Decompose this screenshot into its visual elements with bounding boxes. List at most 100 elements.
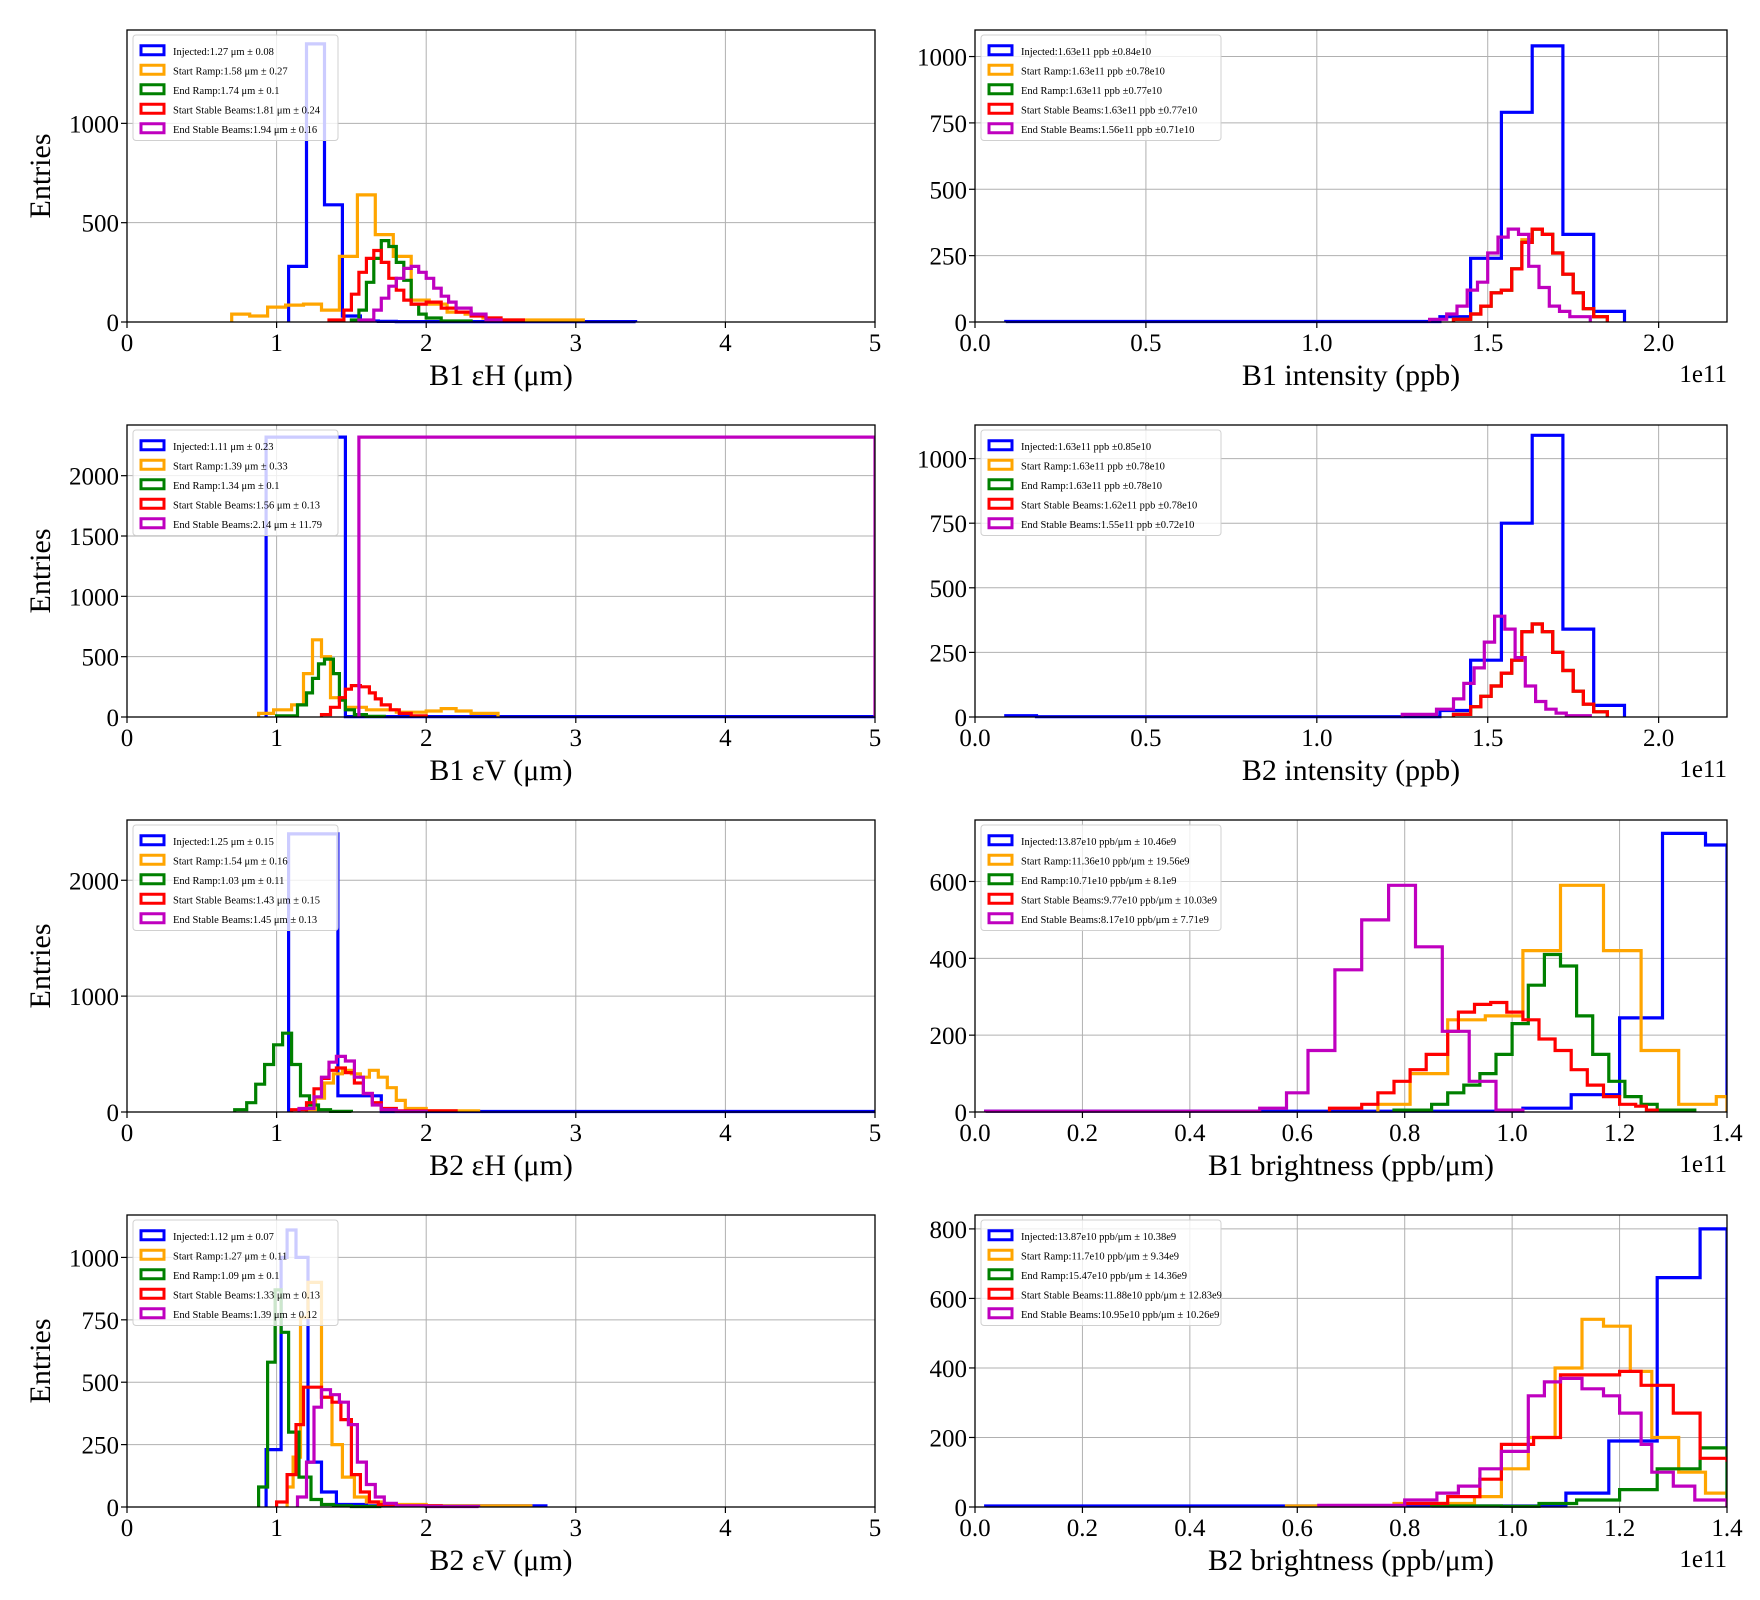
legend-entry: End Stable Beams:1.56e11 ppb ±0.71e10 [1021,125,1194,136]
legend-frame [980,824,1222,931]
legend-swatch [987,44,1014,57]
histogram-end-stable-beams [357,435,875,717]
x-tick-label: 0.5 [1130,725,1161,752]
y-tick-label: 400 [930,946,968,973]
x-axis-label: B1 brightness (ppb/μm) [1208,1149,1494,1182]
x-tick-label: 1 [270,1120,283,1147]
legend-swatch [987,1287,1014,1300]
legend-entry: End Stable Beams:1.45 μm ± 0.13 [173,915,317,926]
y-tick-label: 1000 [69,1245,119,1272]
legend-entry: End Ramp:1.03 μm ± 0.11 [173,876,284,887]
legend-swatch [987,83,1014,96]
y-tick-label: 500 [82,645,120,672]
y-tick-label: 600 [930,1286,968,1313]
legend-swatch [139,439,166,452]
legend-swatch [139,122,166,135]
histogram-end-stable-beams [984,883,1525,1113]
x-tick-label: 2 [420,1120,433,1147]
y-tick-label: 750 [930,111,968,138]
x-tick-label: 0 [121,1120,134,1147]
histogram-panel-3: 0 1 2 3 4 5 0 500 1000 1500 2000 B1 εV (μm) Entries I… [0,395,881,795]
legend-swatch [139,102,166,115]
legend-entry: End Stable Beams:1.39 μm ± 0.12 [173,1310,317,1321]
x-offset-text: 1e11 [1679,1151,1727,1178]
y-tick-label: 500 [930,576,968,603]
histogram-panel-2: 0.0 0.5 1.0 1.5 2.0 0 250 500 750 1000 B1 intensit… [880,0,1760,400]
y-tick-label: 800 [930,1217,968,1244]
histogram-start-stable-beams [1327,1000,1659,1112]
x-tick-label: 2 [420,725,433,752]
x-tick-label: 0.4 [1174,1120,1206,1147]
legend-swatch [139,912,166,925]
histogram-panel-7: 0 1 2 3 4 5 0 250 500 750 1000 B2 εV (μm) Entries Inj… [0,1185,881,1585]
x-tick-label: 0.0 [959,725,990,752]
x-tick-label: 3 [570,1120,583,1147]
x-offset-text: 1e11 [1679,361,1727,388]
legend-entry: Start Stable Beams:1.43 μm ± 0.15 [173,895,320,906]
legend-swatch [139,1268,166,1281]
x-axis-label: B1 intensity (ppb) [1242,359,1460,392]
x-tick-label: 0 [121,1515,134,1542]
histogram-end-ramp [1392,952,1697,1112]
legend-frame [980,1219,1222,1326]
x-tick-label: 4 [719,1515,732,1542]
x-tick-label: 0.8 [1389,1120,1420,1147]
y-tick-label: 600 [930,869,968,896]
legend-entry: Injected:1.63e11 ppb ±0.85e10 [1021,442,1151,453]
x-tick-label: 1 [270,1515,283,1542]
axes-frame [974,1214,1728,1508]
y-tick-label: 500 [82,1370,120,1397]
y-tick-label: 1000 [917,447,967,474]
legend: Injected:1.27 μm ± 0.08 Start Ramp:1.58 μ… [132,34,339,141]
histogram-start-stable-beams [1451,227,1609,322]
histogram-start-stable-beams [327,248,525,322]
legend: Injected:13.87e10 ppb/μm ± 10.46e9 Start … [980,824,1222,931]
series-group [984,1227,1727,1508]
legend-swatch [987,1229,1014,1242]
x-tick-label: 0.8 [1389,1515,1420,1542]
legend-entry: End Ramp:1.63e11 ppb ±0.78e10 [1021,481,1162,492]
y-axis-label: Entries [24,1319,57,1404]
y-axis-label: Entries [24,134,57,219]
legend-swatch [987,853,1014,866]
x-tick-label: 1.4 [1711,1120,1743,1147]
y-tick-label: 250 [930,244,968,271]
x-tick-label: 5 [869,330,882,357]
x-offset-text: 1e11 [1679,1546,1727,1573]
x-tick-label: 2 [420,1515,433,1542]
chart-svg: 0.0 0.2 0.4 0.6 0.8 1.0 1.2 1.4 0 200 400 600 B1 bri… [930,819,1743,1182]
x-tick-label: 3 [570,330,583,357]
y-tick-label: 0 [955,1100,968,1127]
x-tick-label: 1.0 [1497,1515,1528,1542]
histogram-end-stable-beams [295,1388,481,1509]
legend-entry: End Ramp:1.63e11 ppb ±0.77e10 [1021,86,1162,97]
histogram-end-ramp [275,657,386,718]
legend-swatch [139,834,166,847]
y-tick-label: 200 [930,1023,968,1050]
legend-entry: Start Stable Beams:1.56 μm ± 0.13 [173,500,320,511]
y-tick-label: 0 [107,705,120,732]
histogram-end-ramp [233,1031,353,1113]
legend: Injected:1.63e11 ppb ±0.85e10 Start Ramp:… [980,429,1222,536]
histogram-panel-4: 0.0 0.5 1.0 1.5 2.0 0 250 500 750 1000 B2 intensit… [880,395,1760,795]
histogram-end-stable-beams [357,264,503,322]
histogram-start-stable-beams [1403,1369,1727,1507]
x-axis-label: B2 εH (μm) [429,1149,573,1182]
x-axis-label: B2 intensity (ppb) [1242,754,1460,787]
x-tick-label: 1 [270,725,283,752]
legend: Injected:1.12 μm ± 0.07 Start Ramp:1.27 μ… [132,1219,339,1326]
y-tick-label: 500 [930,177,968,204]
legend-frame [132,824,339,931]
grid [126,425,876,718]
y-tick-label: 750 [82,1308,120,1335]
legend-entry: Injected:13.87e10 ppb/μm ± 10.46e9 [1021,837,1176,848]
y-tick-label: 0 [955,310,968,337]
legend-entry: Injected:1.27 μm ± 0.08 [173,47,274,58]
axes-frame [126,1214,876,1508]
legend-swatch [987,834,1014,847]
x-tick-label: 0.4 [1174,1515,1206,1542]
legend-swatch [987,873,1014,886]
y-tick-label: 400 [930,1356,968,1383]
legend-entry: Start Stable Beams:1.62e11 ppb ±0.78e10 [1021,500,1197,511]
x-tick-label: 0.2 [1067,1120,1098,1147]
